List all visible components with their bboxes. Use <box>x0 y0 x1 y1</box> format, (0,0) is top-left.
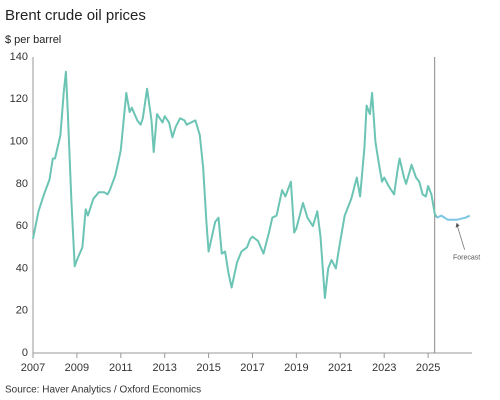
y-tick-label: 40 <box>16 262 28 274</box>
x-tick-label: 2011 <box>109 362 133 374</box>
y-tick-label: 60 <box>16 220 28 232</box>
line-series <box>32 70 438 299</box>
chart-subtitle: $ per barrel <box>5 34 61 46</box>
annotation-arrowhead <box>455 222 460 228</box>
line-series <box>436 214 471 221</box>
chart-title: Brent crude oil prices <box>5 7 146 24</box>
y-tick-label: 100 <box>10 135 28 147</box>
y-tick-label: 80 <box>16 178 28 190</box>
x-tick-label: 2025 <box>416 362 440 374</box>
y-tick-label: 20 <box>16 305 28 317</box>
x-tick-label: 2007 <box>21 362 45 374</box>
x-tick-label: 2019 <box>284 362 308 374</box>
x-tick-label: 2017 <box>240 362 264 374</box>
x-tick-label: 2009 <box>65 362 89 374</box>
y-tick-label: 140 <box>10 51 28 63</box>
annotation: Forecast <box>453 255 480 262</box>
x-tick-label: 2013 <box>152 362 176 374</box>
y-tick-label: 0 <box>22 347 28 359</box>
y-tick-label: 120 <box>10 93 28 105</box>
source: Source: Haver Analytics / Oxford Economi… <box>5 385 201 396</box>
annotation-arrow <box>456 223 466 250</box>
x-tick-label: 2023 <box>372 362 396 374</box>
x-tick-label: 2021 <box>328 362 352 374</box>
x-tick-label: 2015 <box>196 362 220 374</box>
